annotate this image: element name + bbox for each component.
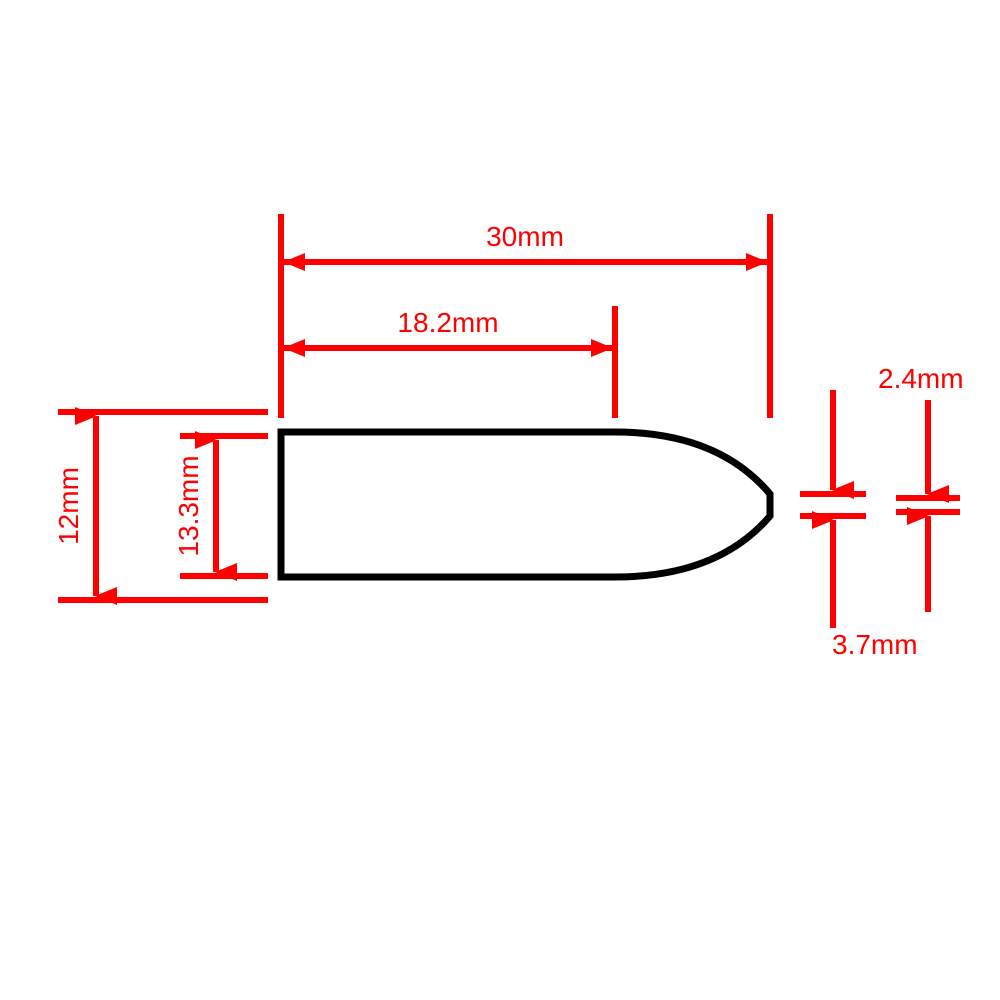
dim-height-outer: 12mm xyxy=(53,412,268,600)
dimension-diagram: 30mm 18.2mm 12mm 13.3mm 3.7mm 2.4mm xyxy=(0,0,1000,1000)
dim-length-overall: 30mm xyxy=(281,214,770,418)
label-length-body: 18.2mm xyxy=(397,307,498,338)
label-length-overall: 30mm xyxy=(486,221,564,252)
label-tip-gap-a: 3.7mm xyxy=(832,629,918,660)
dim-height-inner: 13.3mm xyxy=(173,436,268,576)
dim-length-body: 18.2mm xyxy=(284,306,615,418)
dim-tip-gap-b: 2.4mm xyxy=(878,363,964,612)
label-height-inner: 13.3mm xyxy=(173,455,204,556)
label-height-outer: 12mm xyxy=(53,467,84,545)
dim-tip-gap-a: 3.7mm xyxy=(800,390,918,660)
part-outline xyxy=(281,432,770,577)
label-tip-gap-b: 2.4mm xyxy=(878,363,964,394)
